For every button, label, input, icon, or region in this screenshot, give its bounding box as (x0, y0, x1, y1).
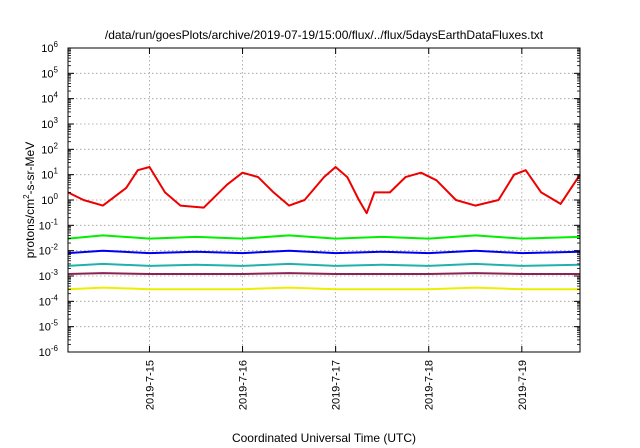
x-axis-label: Coordinated Universal Time (UTC) (232, 431, 416, 445)
y-tick-label: 100 (41, 192, 58, 207)
series-line-5 (67, 286, 580, 291)
y-tick-label: 10-5 (39, 319, 59, 334)
series-line-1 (67, 234, 581, 240)
y-tick-label: 10-4 (39, 293, 59, 308)
y-axis-label: protons/cm2-s-sr-MeV (22, 142, 37, 258)
series-line-4 (67, 272, 580, 275)
y-tick-label: 101 (41, 167, 58, 182)
axis-layer: 10-6 10-5 10-4 10-3 10-2 10-1 100 101 102 103 104 1… (39, 40, 580, 410)
chart-title: /data/run/goesPlots/archive/2019-07-19/1… (105, 28, 544, 42)
x-tick-label: 2019-7-19 (517, 360, 529, 410)
y-tick-label: 103 (41, 116, 58, 131)
x-tick-label: 2019-7-16 (238, 360, 250, 410)
series-line-3 (67, 262, 581, 267)
y-axis-label-rest: -s-sr-MeV (23, 142, 37, 195)
y-tick-label: 105 (41, 65, 58, 80)
y-tick-label: 102 (41, 141, 58, 156)
y-tick-label: 10-6 (39, 344, 59, 359)
y-tick-label: 10-2 (39, 243, 59, 258)
x-tick-label: 2019-7-18 (424, 360, 436, 410)
x-tick-label: 2019-7-15 (144, 360, 156, 410)
y-tick-label: 106 (41, 40, 58, 55)
series-line-2 (67, 249, 581, 255)
series-layer (67, 166, 581, 291)
grid-layer (68, 48, 580, 352)
y-tick-label: 10-1 (39, 217, 59, 232)
y-axis-label-exp: 2 (22, 194, 31, 199)
series-line-6 (67, 166, 581, 215)
y-tick-label: 104 (41, 91, 58, 106)
x-tick-label: 2019-7-17 (331, 360, 343, 410)
y-axis-label-main: protons/cm (23, 199, 37, 258)
y-tick-label: 10-3 (39, 268, 59, 283)
